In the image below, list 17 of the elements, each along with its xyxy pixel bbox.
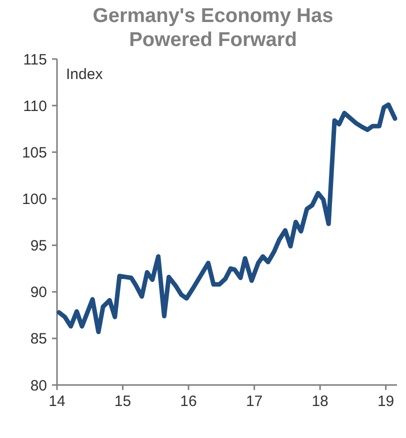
- line-series: [56, 102, 398, 334]
- x-tick-label: 14: [48, 393, 66, 410]
- y-axis-title: Index: [66, 66, 104, 83]
- x-tick-label: 15: [114, 393, 132, 410]
- x-tick-label: 19: [377, 393, 394, 410]
- x-tick-label: 18: [312, 393, 328, 410]
- y-tick-label: 105: [22, 144, 47, 162]
- y-tick-label: 90: [30, 284, 47, 302]
- x-tick-label: 16: [180, 393, 197, 410]
- y-tick-label: 115: [23, 51, 47, 68]
- y-tick-label: 95: [30, 238, 47, 255]
- y-tick-label: 85: [30, 330, 47, 348]
- y-tick-label: 100: [22, 190, 47, 208]
- y-tick-label: 110: [23, 98, 47, 115]
- x-tick-label: 17: [246, 393, 263, 410]
- y-tick-label: 80: [30, 377, 47, 394]
- chart-title: Germany's Economy Has Powered Forward: [92, 5, 334, 51]
